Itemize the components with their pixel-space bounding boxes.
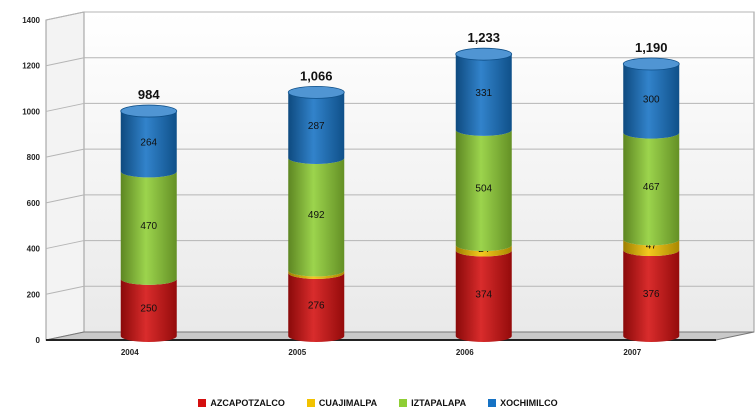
data-label: 504 <box>475 183 492 194</box>
bar-segment-iztapalapa <box>288 157 345 277</box>
y-tick-label: 200 <box>27 290 41 299</box>
bar-segment-xochimilco <box>455 54 512 136</box>
gridline-side <box>45 57 85 67</box>
x-tick-label: 2005 <box>288 348 306 357</box>
data-label: 250 <box>140 303 157 314</box>
data-label: 287 <box>308 121 325 132</box>
x-tick-label: 2007 <box>623 348 641 357</box>
gridline-side <box>45 285 85 295</box>
data-label: 376 <box>643 289 660 300</box>
data-label: 47 <box>646 241 658 252</box>
legend-swatch <box>488 399 497 407</box>
legend-label: XOCHIMILCO <box>500 398 558 408</box>
bar-segment-xochimilco <box>623 64 680 139</box>
data-label: 331 <box>475 88 492 99</box>
bar-segment-cuajimalpa <box>623 239 680 257</box>
data-label: 492 <box>308 210 325 221</box>
legend-label: AZCAPOTZALCO <box>210 398 285 408</box>
data-label: 300 <box>643 94 660 105</box>
y-tick-label: 1400 <box>22 16 40 25</box>
y-tick-label: 1000 <box>22 107 40 116</box>
bar-stack: 250 470 264 <box>120 104 178 342</box>
bar-segment-azcapotzalco <box>120 278 177 342</box>
bar-segment-iztapalapa <box>455 129 512 252</box>
bar-segment-iztapalapa <box>623 132 680 246</box>
bar-segment-cuajimalpa <box>288 270 345 279</box>
legend-item-cuajimalpa: CUAJIMALPA <box>306 398 378 408</box>
legend-item-xochimilco: XOCHIMILCO <box>488 398 558 408</box>
bar-segment-cuajimalpa <box>455 245 512 257</box>
bar-segment-xochimilco <box>120 111 177 178</box>
bar-stack: 37424504331 <box>455 47 513 342</box>
data-label: 467 <box>643 182 660 193</box>
gridline-side <box>45 240 85 250</box>
legend-item-azcapotzalco: AZCAPOTZALCO <box>198 398 285 408</box>
data-label: 264 <box>140 137 157 148</box>
gridline-side <box>45 102 85 112</box>
bar-segment-azcapotzalco <box>288 272 345 342</box>
y-tick-label: 0 <box>36 336 41 345</box>
data-label: 470 <box>140 221 157 232</box>
legend: AZCAPOTZALCO CUAJIMALPA IZTAPALAPA XOCHI… <box>0 394 756 412</box>
bar-segment-azcapotzalco <box>455 250 512 342</box>
data-label: 276 <box>308 300 325 311</box>
y-tick-label: 600 <box>27 199 41 208</box>
bar-top-cap <box>455 47 513 61</box>
legend-item-iztapalapa: IZTAPALAPA <box>399 398 466 408</box>
gridline-side <box>45 11 85 21</box>
y-tick-label: 1200 <box>22 62 40 71</box>
side-wall <box>45 11 85 341</box>
total-label: 984 <box>138 87 160 102</box>
bar-top-cap <box>622 57 680 71</box>
bar-top-cap <box>287 85 345 99</box>
legend-label: IZTAPALAPA <box>411 398 467 408</box>
x-tick-label: 2004 <box>121 348 139 357</box>
total-label: 1,066 <box>300 68 333 83</box>
data-label: 374 <box>475 289 492 300</box>
legend-swatch <box>306 399 315 407</box>
total-label: 1,233 <box>467 30 500 45</box>
y-tick-label: 800 <box>27 153 41 162</box>
bar-segment-iztapalapa <box>120 171 177 285</box>
bar-stack: 376 47 467 300 <box>622 57 680 342</box>
gridline-side <box>45 148 85 158</box>
legend-label: CUAJIMALPA <box>318 398 378 408</box>
x-tick-label: 2006 <box>456 348 474 357</box>
gridline-side <box>45 194 85 204</box>
legend-swatch <box>198 399 207 407</box>
bar-segment-azcapotzalco <box>623 250 680 342</box>
legend-swatch <box>399 399 408 407</box>
y-tick-label: 400 <box>27 245 41 254</box>
bar-top-cap <box>120 104 178 118</box>
total-label: 1,190 <box>635 40 668 55</box>
bar-stack: 27611492287 <box>287 85 345 342</box>
bar-segment-xochimilco <box>288 92 345 164</box>
